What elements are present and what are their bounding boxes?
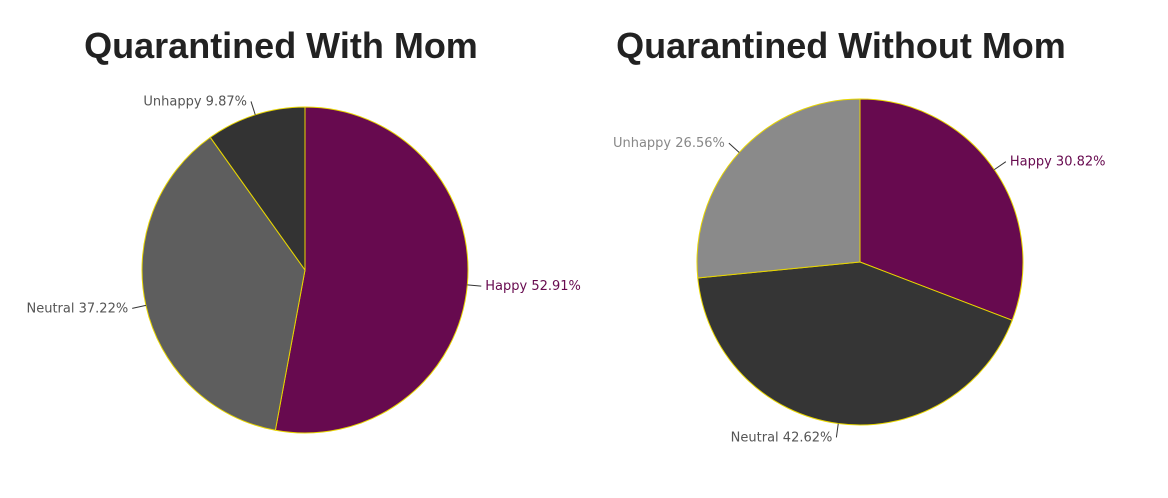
data-label: Unhappy 9.87% bbox=[143, 94, 247, 109]
leader-line bbox=[250, 101, 256, 115]
data-label: Neutral 42.62% bbox=[731, 430, 833, 445]
leader-line bbox=[132, 304, 146, 309]
label-category: Unhappy bbox=[613, 136, 671, 151]
label-value: 26.56% bbox=[675, 136, 725, 151]
chart-title: Quarantined Without Mom bbox=[616, 25, 1066, 66]
leader-line bbox=[994, 161, 1007, 171]
leader-line bbox=[728, 142, 740, 153]
label-category: Neutral bbox=[27, 301, 75, 316]
label-category: Unhappy bbox=[143, 94, 201, 109]
pie-slice bbox=[274, 106, 469, 434]
label-category: Neutral bbox=[731, 430, 779, 445]
label-value: 37.22% bbox=[79, 301, 129, 316]
data-label: Happy 52.91% bbox=[485, 279, 581, 294]
label-value: 42.62% bbox=[783, 430, 833, 445]
data-label: Happy 30.82% bbox=[1010, 154, 1106, 169]
label-value: 52.91% bbox=[531, 279, 581, 294]
label-category: Happy bbox=[1010, 154, 1052, 169]
pie-slice bbox=[859, 98, 1024, 321]
label-category: Happy bbox=[485, 279, 527, 294]
data-label: Neutral 37.22% bbox=[27, 301, 129, 316]
chart-title: Quarantined With Mom bbox=[84, 25, 478, 66]
leader-line bbox=[467, 284, 482, 287]
label-value: 9.87% bbox=[206, 94, 247, 109]
leader-line bbox=[835, 423, 839, 438]
pie-slice bbox=[696, 98, 861, 279]
data-label: Unhappy 26.56% bbox=[613, 136, 725, 151]
pie-slice bbox=[697, 261, 1013, 426]
label-value: 30.82% bbox=[1056, 154, 1106, 169]
